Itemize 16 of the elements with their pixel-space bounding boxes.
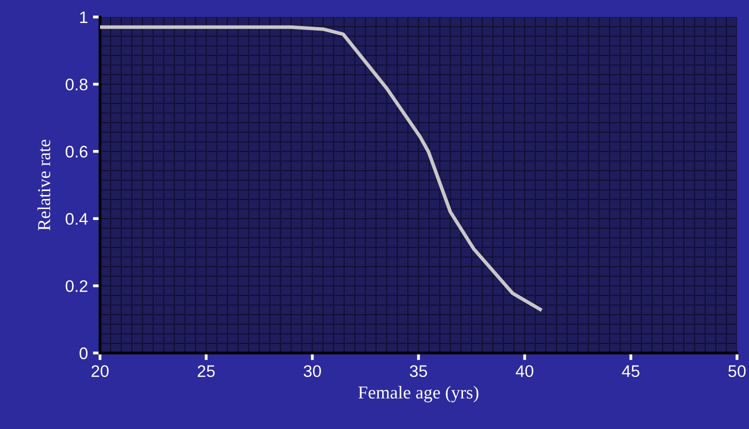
y-tick-label: 0 xyxy=(80,347,88,360)
x-tick-label: 30 xyxy=(304,365,321,378)
y-tick-label: 0.4 xyxy=(66,213,88,225)
line-series xyxy=(100,25,542,312)
x-tick-label: 20 xyxy=(92,365,109,378)
y-axis-title: Relative rate xyxy=(38,140,50,230)
x-axis-title: Female age (yrs) xyxy=(358,386,478,402)
y-tick-label: 0.6 xyxy=(66,146,88,158)
y-tick-label: 0.2 xyxy=(66,280,88,292)
x-tick-label: 50 xyxy=(728,365,746,378)
x-tick-label: 25 xyxy=(198,365,215,378)
x-tick-label: 45 xyxy=(622,365,640,378)
y-tick-label: 0.8 xyxy=(66,78,88,90)
x-tick-label: 40 xyxy=(516,365,534,378)
y-tick-label: 1 xyxy=(80,12,88,24)
x-tick-label: 35 xyxy=(410,365,428,378)
